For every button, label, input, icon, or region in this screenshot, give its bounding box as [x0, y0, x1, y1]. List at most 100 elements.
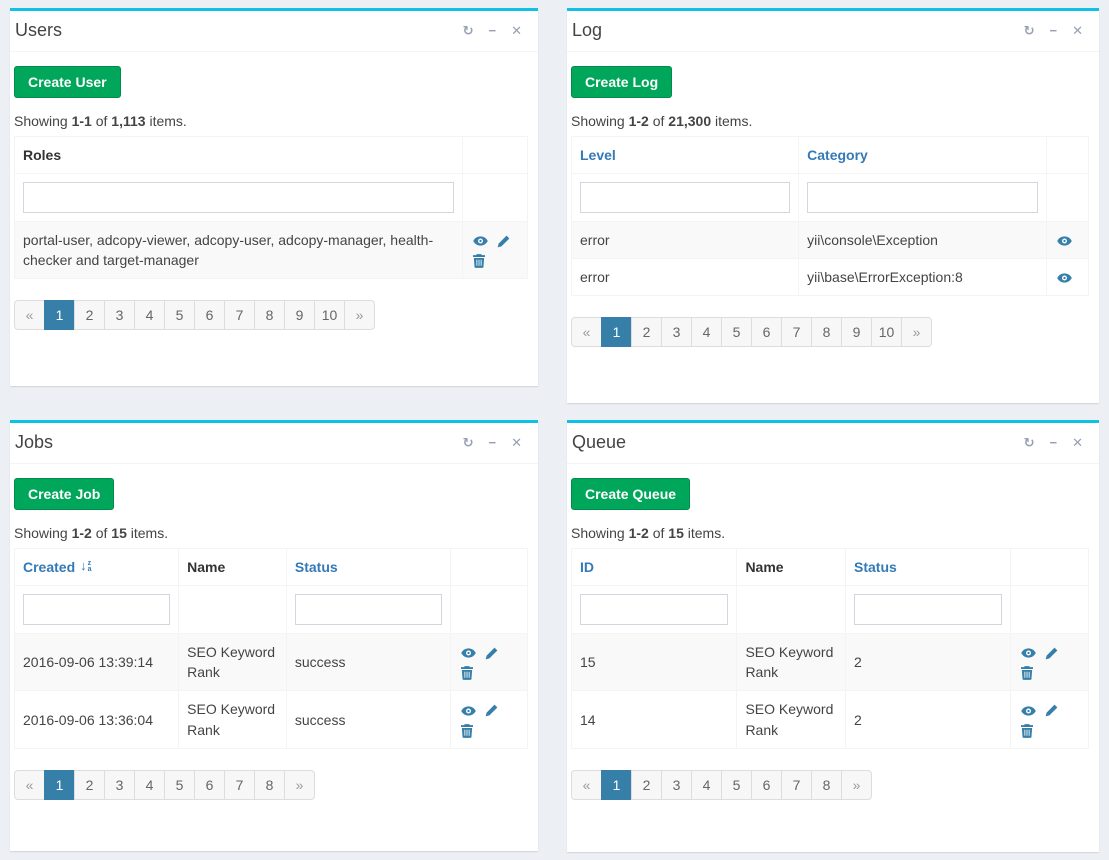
- column-header-name: Name: [178, 547, 287, 586]
- page-6[interactable]: 6: [194, 770, 225, 801]
- page-2[interactable]: 2: [74, 300, 105, 331]
- page-6[interactable]: 6: [751, 770, 782, 801]
- edit-icon[interactable]: [497, 233, 510, 248]
- refresh-icon[interactable]: ↻: [1023, 435, 1035, 451]
- minimize-icon[interactable]: −: [1049, 23, 1058, 39]
- column-header-status[interactable]: Status: [854, 558, 897, 575]
- category-filter-input[interactable]: [807, 181, 1038, 213]
- view-icon[interactable]: [461, 702, 476, 716]
- view-icon[interactable]: [1021, 702, 1037, 716]
- summary-count: 15: [111, 524, 127, 541]
- page-7[interactable]: 7: [224, 300, 255, 331]
- refresh-icon[interactable]: ↻: [462, 435, 474, 451]
- page-3[interactable]: 3: [661, 770, 692, 801]
- page-9[interactable]: 9: [284, 300, 315, 331]
- minimize-icon[interactable]: −: [488, 23, 497, 39]
- view-icon[interactable]: [1057, 270, 1072, 284]
- delete-icon[interactable]: [473, 253, 485, 269]
- page-4[interactable]: 4: [134, 770, 165, 801]
- page-3[interactable]: 3: [104, 770, 135, 801]
- page-next[interactable]: »: [284, 770, 315, 801]
- column-header-level[interactable]: Level: [580, 146, 616, 163]
- jobs-table: Created ↓ z a Name Status 2016-09-06 13:39:…: [13, 547, 528, 750]
- column-header-category[interactable]: Category: [807, 146, 868, 163]
- delete-icon[interactable]: [461, 665, 474, 681]
- roles-filter-input[interactable]: [23, 181, 454, 213]
- queue-filter-row: [570, 584, 1089, 634]
- create-job-button[interactable]: Create Job: [14, 477, 115, 510]
- row-actions: [1010, 690, 1089, 750]
- window-controls: ↻ − ✕: [463, 24, 522, 37]
- delete-icon[interactable]: [461, 723, 474, 738]
- summary-suffix: items.: [130, 524, 169, 541]
- level-filter-input[interactable]: [580, 181, 791, 213]
- delete-icon[interactable]: [1021, 665, 1034, 681]
- minimize-icon[interactable]: −: [1049, 435, 1058, 451]
- view-icon[interactable]: [461, 645, 476, 659]
- page-10[interactable]: 10: [871, 317, 902, 348]
- page-5[interactable]: 5: [721, 317, 752, 348]
- jobs-header-row: Created ↓ z a Name Status: [13, 547, 528, 586]
- page-1[interactable]: 1: [601, 317, 632, 348]
- status-filter-input[interactable]: [294, 593, 443, 625]
- view-icon[interactable]: [473, 233, 488, 247]
- page-8[interactable]: 8: [254, 300, 285, 331]
- page-7[interactable]: 7: [781, 770, 812, 801]
- edit-icon[interactable]: [485, 645, 498, 660]
- page-8[interactable]: 8: [811, 317, 842, 348]
- create-queue-button[interactable]: Create Queue: [571, 477, 691, 510]
- page-2[interactable]: 2: [631, 317, 662, 348]
- page-8[interactable]: 8: [811, 770, 842, 801]
- page-8[interactable]: 8: [254, 770, 285, 801]
- page-9[interactable]: 9: [841, 317, 872, 348]
- page-5[interactable]: 5: [721, 770, 752, 801]
- refresh-icon[interactable]: ↻: [462, 23, 474, 39]
- delete-icon[interactable]: [1021, 723, 1034, 738]
- row-actions: [450, 632, 528, 692]
- page-7[interactable]: 7: [224, 770, 255, 801]
- summary-count: 1,113: [111, 112, 146, 129]
- page-prev[interactable]: «: [571, 770, 602, 801]
- page-5[interactable]: 5: [164, 770, 195, 801]
- page-4[interactable]: 4: [691, 770, 722, 801]
- status-filter-input[interactable]: [854, 593, 1003, 625]
- page-6[interactable]: 6: [194, 300, 225, 331]
- page-next[interactable]: »: [841, 770, 872, 801]
- page-prev[interactable]: «: [14, 770, 45, 801]
- page-1[interactable]: 1: [44, 770, 75, 801]
- page-next[interactable]: »: [344, 300, 375, 331]
- page-10[interactable]: 10: [314, 300, 345, 331]
- page-7[interactable]: 7: [781, 317, 812, 348]
- page-1[interactable]: 1: [44, 300, 75, 331]
- created-filter-input[interactable]: [23, 593, 171, 625]
- id-filter-input[interactable]: [580, 593, 729, 625]
- close-icon[interactable]: ✕: [1072, 23, 1083, 39]
- page-4[interactable]: 4: [691, 317, 722, 348]
- column-header-created[interactable]: Created ↓ z a: [23, 557, 92, 577]
- page-3[interactable]: 3: [104, 300, 135, 331]
- close-icon[interactable]: ✕: [511, 23, 522, 39]
- column-header-id[interactable]: ID: [580, 558, 594, 575]
- page-2[interactable]: 2: [74, 770, 105, 801]
- page-prev[interactable]: «: [14, 300, 45, 331]
- minimize-icon[interactable]: −: [488, 435, 497, 451]
- page-next[interactable]: »: [901, 317, 932, 348]
- page-prev[interactable]: «: [571, 317, 602, 348]
- edit-icon[interactable]: [1045, 702, 1058, 717]
- view-icon[interactable]: [1021, 645, 1037, 659]
- page-6[interactable]: 6: [751, 317, 782, 348]
- refresh-icon[interactable]: ↻: [1023, 23, 1035, 39]
- view-icon[interactable]: [1057, 233, 1072, 247]
- column-header-status[interactable]: Status: [294, 558, 338, 575]
- page-3[interactable]: 3: [661, 317, 692, 348]
- create-user-button[interactable]: Create User: [14, 65, 121, 98]
- create-log-button[interactable]: Create Log: [571, 65, 673, 98]
- page-2[interactable]: 2: [631, 770, 662, 801]
- page-5[interactable]: 5: [164, 300, 195, 331]
- edit-icon[interactable]: [485, 702, 498, 717]
- edit-icon[interactable]: [1045, 645, 1058, 660]
- close-icon[interactable]: ✕: [511, 435, 522, 451]
- page-4[interactable]: 4: [134, 300, 165, 331]
- close-icon[interactable]: ✕: [1072, 435, 1083, 451]
- page-1[interactable]: 1: [601, 770, 632, 801]
